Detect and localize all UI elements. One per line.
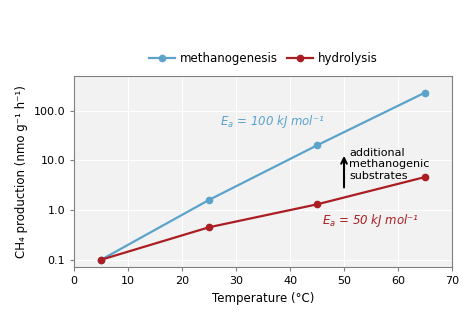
Line: hydrolysis: hydrolysis [98,174,428,263]
X-axis label: Temperature (°C): Temperature (°C) [212,292,314,305]
hydrolysis [314,203,320,206]
Legend: methanogenesis, hydrolysis: methanogenesis, hydrolysis [144,47,382,70]
hydrolysis [206,225,212,229]
Y-axis label: CH₄ production (nmo g⁻¹ h⁻¹): CH₄ production (nmo g⁻¹ h⁻¹) [15,85,28,258]
methanogenesis [314,143,320,147]
Text: $\mathit{E_a}$ = 100 kJ mol⁻¹: $\mathit{E_a}$ = 100 kJ mol⁻¹ [220,113,324,130]
Text: $\mathit{E_a}$ = 50 kJ mol⁻¹: $\mathit{E_a}$ = 50 kJ mol⁻¹ [322,212,419,229]
hydrolysis [98,258,104,262]
methanogenesis [98,258,104,262]
methanogenesis [206,198,212,202]
methanogenesis [422,91,428,94]
hydrolysis [422,175,428,179]
Text: additional
methanogenic
substrates: additional methanogenic substrates [349,148,430,181]
Line: methanogenesis: methanogenesis [98,90,428,263]
